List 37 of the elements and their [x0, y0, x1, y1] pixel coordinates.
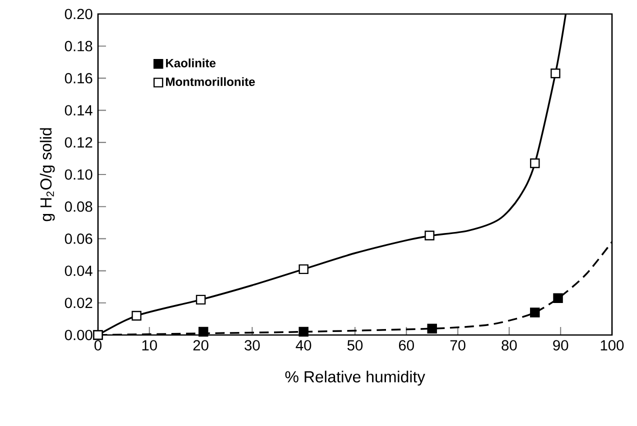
legend-label: Kaolinite: [166, 58, 216, 68]
point: [196, 294, 206, 305]
x-tick-label: 60: [398, 340, 414, 350]
y-tick-label: 0.02: [64, 298, 92, 308]
y-tick-label: 0.12: [64, 137, 92, 148]
point: [298, 264, 308, 274]
point: [530, 308, 540, 318]
y-tick-label: 0.14: [64, 105, 92, 116]
y-axis-title: g H$_{2}$O/g solid: [40, 128, 55, 222]
y-tick-label: 0.04: [64, 266, 92, 276]
y-tick-label: 0.18: [64, 40, 92, 52]
point: [550, 68, 560, 78]
point: [424, 230, 434, 240]
y-tick-label: 0.00: [64, 330, 92, 340]
point: [427, 324, 437, 334]
legend-label: Montmorillonite: [166, 77, 255, 86]
x-axis-title: % Relative humidity: [285, 370, 426, 386]
x-tick-label: 0: [94, 340, 102, 350]
point: [530, 158, 540, 168]
point: [132, 310, 142, 321]
x-tick-label: 100: [600, 340, 624, 350]
x-tick-label: 50: [347, 340, 363, 350]
point: [198, 326, 208, 337]
x-tick-label: 30: [244, 340, 260, 350]
y-tick-label: 0.08: [64, 201, 92, 212]
y-tick-label: 0.20: [64, 8, 92, 20]
x-tick-label: 70: [450, 340, 466, 350]
x-tick-label: 40: [296, 340, 312, 350]
y-tick-label: 0.10: [64, 169, 92, 180]
x-tick-label: 90: [553, 340, 568, 350]
x-tick-label: 20: [193, 340, 208, 350]
point: [553, 293, 563, 303]
point: [298, 326, 308, 337]
y-tick-label: 0.06: [64, 234, 92, 244]
x-tick-label: 10: [142, 340, 157, 350]
y-tick-label: 0.16: [64, 73, 92, 84]
x-tick-label: 80: [502, 340, 517, 350]
